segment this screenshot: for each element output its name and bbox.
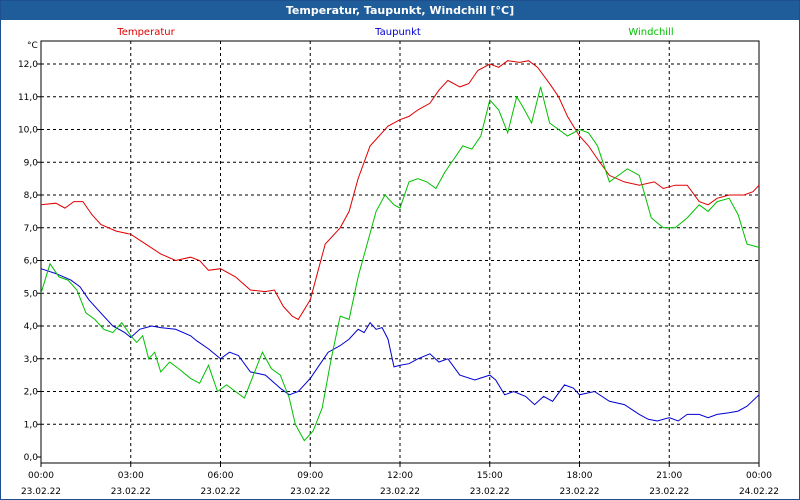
y-tick-label: 7,0 xyxy=(24,224,39,234)
x-tick-time-label: 15:00 xyxy=(477,471,503,481)
x-tick-date-label: 23.02.22 xyxy=(290,487,330,497)
y-tick-label: 11,0 xyxy=(18,93,38,103)
x-tick-date-label: 23.02.22 xyxy=(21,487,61,497)
legend-windchill: Windchill xyxy=(628,27,673,38)
x-tick-time-label: 12:00 xyxy=(387,471,413,481)
window-title: Temperatur, Taupunkt, Windchill [°C] xyxy=(1,1,799,20)
series-lines xyxy=(40,60,760,442)
grid-lines xyxy=(41,41,759,463)
y-tick-label: 3,0 xyxy=(24,355,39,365)
x-tick-date-label: 23.02.22 xyxy=(200,487,240,497)
series-line-taupunkt xyxy=(40,268,760,422)
y-tick-label: 5,0 xyxy=(24,289,39,299)
y-tick-label: 10,0 xyxy=(18,126,38,136)
x-tick-time-label: 09:00 xyxy=(297,471,323,481)
x-tick-date-label: 23.02.22 xyxy=(559,487,599,497)
x-tick-time-label: 00:00 xyxy=(746,471,772,481)
x-tick-date-label: 23.02.22 xyxy=(111,487,151,497)
y-tick-label: 12,0 xyxy=(18,60,38,70)
y-tick-label: 9,0 xyxy=(24,158,39,168)
legend-taupunkt: Taupunkt xyxy=(374,27,421,38)
y-tick-label: 6,0 xyxy=(24,257,39,267)
legend-temperatur: Temperatur xyxy=(116,27,175,38)
x-tick-time-label: 00:00 xyxy=(28,471,54,481)
y-tick-label: 1,0 xyxy=(24,420,39,430)
y-tick-label: 0,0 xyxy=(24,453,39,463)
x-axis-ticks: 00:00 23.02.22 03:00 23.02.22 06:00 23.02.22 0… xyxy=(21,463,779,497)
x-tick-date-label: 23.02.22 xyxy=(470,487,510,497)
series-line-windchill xyxy=(40,86,760,442)
y-tick-label: 8,0 xyxy=(24,191,39,201)
y-axis-ticks: 0,0 1,0 2,0 3,0 4,0 5,0 6,0 7,0 8,0 9,0 10,0 11,0 12… xyxy=(18,60,41,463)
x-tick-date-label: 23.02.22 xyxy=(380,487,420,497)
x-tick-time-label: 18:00 xyxy=(567,471,593,481)
x-tick-time-label: 03:00 xyxy=(118,471,144,481)
x-tick-date-label: 23.02.22 xyxy=(649,487,689,497)
x-tick-time-label: 21:00 xyxy=(656,471,682,481)
legend: Temperatur Taupunkt Windchill xyxy=(116,27,673,38)
x-tick-date-label: 24.02.22 xyxy=(739,487,779,497)
x-tick-time-label: 06:00 xyxy=(208,471,234,481)
y-axis-unit-label: °C xyxy=(27,41,38,51)
y-tick-label: 2,0 xyxy=(24,388,39,398)
y-tick-label: 4,0 xyxy=(24,322,39,332)
